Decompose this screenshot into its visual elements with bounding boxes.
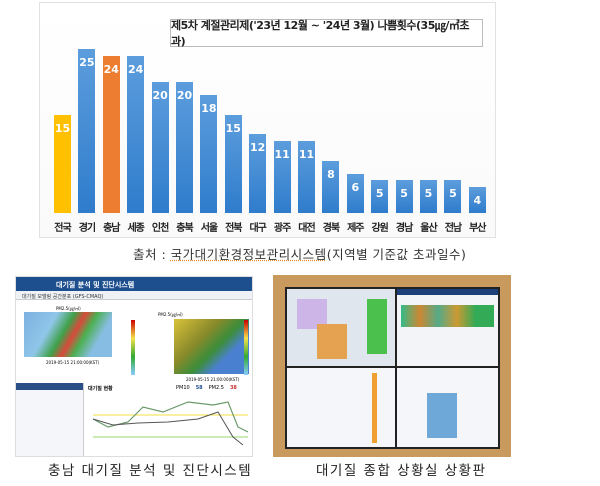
legend-colorbar (131, 320, 135, 375)
data-label: 11 (274, 147, 290, 161)
status-title: 대기질 현황 (88, 386, 113, 392)
data-label: 25 (79, 56, 95, 69)
data-label: 20 (176, 88, 193, 102)
map-timestamp-1: 2019-05-15 21:00:00(KST) (46, 360, 100, 365)
series-line-2 (92, 411, 244, 446)
data-label: 5 (449, 187, 457, 201)
wall-screen-table (287, 368, 395, 447)
bar-대전 (298, 140, 315, 213)
analysis-system-screenshot: 대기질 분석 및 진단시스템 대기질 모델링 공간분포 (GFS-CMAQ) P… (15, 276, 253, 457)
video-wall (285, 287, 500, 449)
data-label: 5 (400, 187, 408, 201)
situation-room-photo (273, 275, 511, 457)
data-label: 24 (128, 62, 144, 76)
wall-screen-map (287, 289, 395, 366)
chart-title: 제5차 계절관리제('23년 12월 ~ '24년 3월) 나쁨횟수(35㎍/㎥… (170, 19, 483, 48)
data-label: 12 (250, 141, 266, 155)
category-label: 서울 (200, 223, 218, 234)
source-prefix: 출처 : (133, 247, 171, 262)
bar-서울 (200, 94, 218, 213)
map-timestamp-2: 2019-05-15 21:00:00(KST) (186, 377, 240, 382)
bar-울산 (420, 180, 437, 213)
category-label: 전국 (54, 223, 71, 234)
data-label: 5 (424, 187, 433, 201)
bar-세종 (127, 55, 145, 213)
category-label: 대구 (249, 223, 266, 234)
legend-colorbar-2 (244, 320, 248, 375)
category-label: 세종 (127, 223, 144, 234)
pm25-value: 38 (229, 385, 237, 391)
category-label: 부산 (469, 223, 486, 234)
map-label-2: PM2.5(㎍/㎥) (158, 312, 183, 317)
category-label: 경기 (78, 223, 96, 234)
station-table (16, 383, 84, 456)
category-label: 충남 (103, 223, 120, 234)
pm10-value: 58 (195, 385, 203, 391)
pm-map-korea (174, 319, 249, 374)
category-label: 제주 (347, 223, 364, 234)
data-label: 11 (298, 147, 315, 161)
bar-충북 (176, 81, 193, 213)
data-label: 15 (225, 121, 241, 135)
series-line-1 (92, 401, 249, 433)
pm-map-east-asia (24, 312, 112, 357)
bar-인천 (151, 81, 169, 213)
sub-header: 대기질 모델링 공간분포 (GFS-CMAQ) (16, 291, 252, 300)
category-label: 울산 (420, 223, 437, 234)
data-label: 4 (473, 193, 482, 207)
bar-경남 (395, 180, 413, 213)
app-header: 대기질 분석 및 진단시스템 (16, 277, 252, 291)
data-label: 24 (103, 62, 119, 76)
chart-panel: 제5차 계절관리제('23년 12월 ~ '24년 3월) 나쁨횟수(35㎍/㎥… (39, 2, 496, 238)
data-label: 20 (152, 88, 168, 102)
bar-광주 (273, 140, 291, 213)
trend-line-chart (92, 401, 249, 446)
bar-전남 (444, 180, 462, 213)
bar-대구 (249, 134, 267, 213)
data-label: 8 (327, 167, 335, 181)
caption-left: 충남 대기질 분석 및 진단시스템 (48, 463, 253, 479)
category-label: 전북 (225, 223, 242, 234)
source-name: 국가대기환경정보관리시스템 (170, 247, 327, 262)
data-label: 15 (54, 121, 71, 135)
source-suffix: (지역별 기준값 초과일수) (326, 247, 467, 262)
caption-right: 대기질 종합 상황실 상황판 (316, 463, 487, 479)
bar-전국 (54, 114, 71, 213)
category-label: 경남 (395, 223, 413, 234)
source-note: 출처 : 국가대기환경정보관리시스템(지역별 기준값 초과일수) (133, 244, 466, 263)
status-values: PM10 58 PM2.5 38 (176, 385, 237, 391)
data-label: 6 (351, 180, 360, 194)
bar-충남 (102, 55, 120, 213)
category-label: 대전 (298, 223, 315, 234)
data-label: 18 (201, 101, 217, 115)
category-label: 강원 (371, 223, 388, 234)
category-label: 전남 (444, 223, 462, 234)
map-label-1: PM2.5(㎍/㎥) (56, 306, 81, 311)
category-label: 경북 (322, 223, 340, 234)
bar-강원 (371, 180, 389, 213)
category-label: 인천 (151, 223, 169, 234)
bar-제주 (346, 173, 364, 213)
bar-경북 (322, 160, 340, 213)
category-label: 광주 (273, 223, 291, 234)
data-label: 5 (375, 187, 384, 201)
wall-screen-forecast (397, 289, 498, 366)
pm25-label: PM2.5 (208, 385, 224, 391)
pm10-label: PM10 (176, 385, 190, 391)
wall-screen-dashboard (397, 368, 498, 447)
bar-부산 (468, 186, 486, 213)
bar-경기 (78, 49, 96, 213)
category-label: 충북 (176, 223, 193, 234)
bar-전북 (224, 114, 242, 213)
